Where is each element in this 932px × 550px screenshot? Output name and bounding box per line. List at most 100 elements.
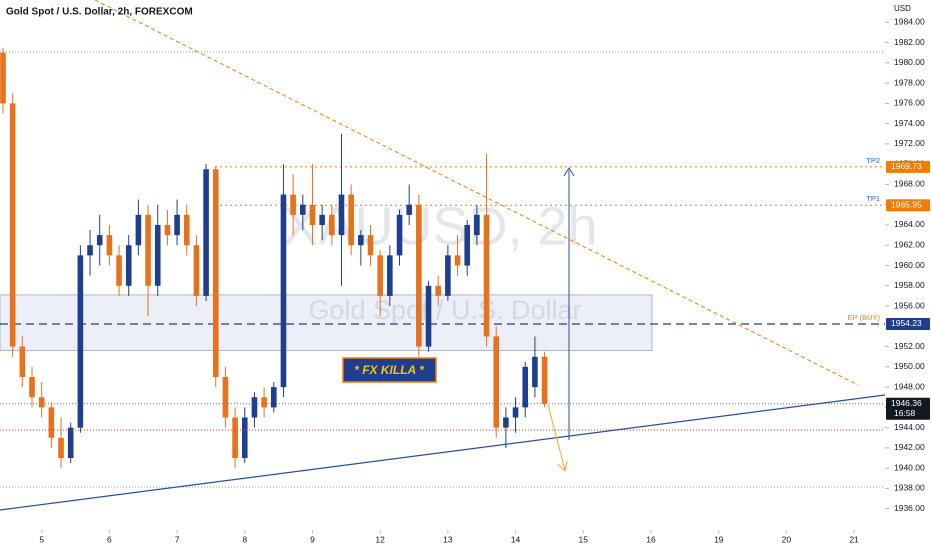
x-tick-label: 20: [782, 534, 792, 544]
candle-body: [38, 397, 45, 408]
watermark-symbol: XAUUSD, 2h: [282, 196, 597, 256]
arrow: [547, 404, 566, 471]
candle-body: [48, 407, 55, 438]
y-tick-label: 1940.00: [894, 462, 925, 472]
candle-body: [387, 255, 393, 296]
y-tick-label: 1984.00: [894, 17, 925, 27]
x-tick-label: 6: [107, 534, 112, 544]
watermark-description: Gold Spot / U.S. Dollar: [308, 295, 581, 325]
y-tick-label: 1980.00: [894, 57, 925, 67]
y-tick-label: 1938.00: [894, 483, 925, 493]
y-tick-label: 1968.00: [894, 179, 925, 189]
candle-body: [0, 52, 6, 104]
candle-body: [416, 204, 422, 347]
candle-body: [116, 255, 122, 286]
y-tick-label: 1944.00: [894, 422, 925, 432]
price-tag: [886, 160, 930, 173]
x-tick-label: 19: [714, 534, 724, 544]
candle-body: [522, 366, 529, 408]
candle-body: [77, 255, 84, 428]
candle-body: [96, 235, 103, 246]
y-tick-label: 1964.00: [894, 219, 925, 229]
candle-body: [319, 214, 325, 225]
candle-body: [9, 103, 16, 347]
x-tick-label: 15: [579, 534, 589, 544]
level-label: EP (BUY): [848, 313, 881, 322]
zone: [0, 294, 653, 352]
candle-body: [474, 214, 480, 236]
x-tick-label: 8: [242, 534, 247, 544]
candle-body: [145, 214, 151, 286]
y-tick-label: 1936.00: [894, 503, 925, 513]
y-tick-label: 1956.00: [894, 300, 925, 310]
trend-line: [0, 394, 886, 511]
badge: [342, 357, 437, 383]
price-tag: [886, 317, 930, 330]
candle-body: [483, 214, 490, 337]
countdown: 16:58: [894, 408, 916, 418]
candle-body: [154, 224, 161, 286]
candle-body: [512, 407, 519, 418]
candle-body: [29, 376, 35, 398]
candle-body: [329, 214, 335, 236]
y-tick-label: 1972.00: [894, 138, 925, 148]
y-tick-label: 1950.00: [894, 361, 925, 371]
candle-body: [164, 224, 171, 236]
candle-body: [125, 245, 132, 286]
candle-body: [241, 417, 248, 459]
last-price-label: 1946.36: [891, 398, 922, 408]
candle-body: [212, 169, 219, 377]
time-axis: [0, 530, 932, 550]
candle-body: [87, 245, 93, 256]
y-tick-label: 1978.00: [894, 77, 925, 87]
candle-body: [503, 417, 509, 428]
y-tick-label: 1948.00: [894, 381, 925, 391]
candle-body: [183, 214, 190, 246]
y-tick-label: 1952.00: [894, 341, 925, 351]
x-tick-label: 16: [646, 534, 656, 544]
y-tick-label: 1942.00: [894, 442, 925, 452]
level-label: TP1: [866, 194, 880, 203]
candle-body: [309, 204, 316, 225]
x-tick-label: 9: [310, 534, 315, 544]
candle-body: [193, 245, 200, 296]
candle-body: [377, 255, 383, 296]
candle-body: [174, 214, 180, 236]
last-price-tag: [886, 397, 930, 420]
x-tick-label: 7: [175, 534, 180, 544]
candle-body: [338, 194, 345, 236]
candle-body: [358, 235, 364, 246]
candle-body: [454, 255, 461, 266]
axes: 1936.00 1938.00 1940.00 1942.00 1944.00 1946.…: [39, 17, 930, 544]
candle-body: [435, 285, 441, 296]
candle-body: [270, 387, 277, 408]
price-tag-label: 1969.73: [891, 161, 922, 171]
candle-body: [425, 285, 432, 347]
candle-body: [135, 214, 142, 246]
y-tick-label: 1962.00: [894, 239, 925, 249]
candle-body: [348, 194, 354, 246]
candle-body: [396, 214, 403, 256]
y-tick-label: 1976.00: [894, 98, 925, 108]
candle-body: [367, 235, 374, 256]
price-tag-label: 1954.23: [891, 318, 922, 328]
plot: [0, 47, 885, 469]
candle-body: [464, 224, 471, 266]
candle-body: [280, 194, 287, 388]
badge-text: * FX KILLA *: [354, 363, 425, 377]
currency: USD: [894, 4, 911, 13]
price-tag-label: 1965.95: [891, 199, 922, 209]
arrow-head: [563, 167, 575, 177]
x-tick-label: 12: [375, 534, 385, 544]
candle-body: [251, 397, 258, 418]
y-tick-label: 1960.00: [894, 260, 925, 270]
candle-body: [445, 255, 451, 296]
price-tag: [886, 199, 930, 212]
candle-body: [406, 204, 412, 215]
candle-body: [493, 336, 500, 428]
candle-body: [290, 194, 296, 215]
candle-body: [222, 376, 229, 418]
y-tick-label: 1974.00: [894, 118, 925, 128]
